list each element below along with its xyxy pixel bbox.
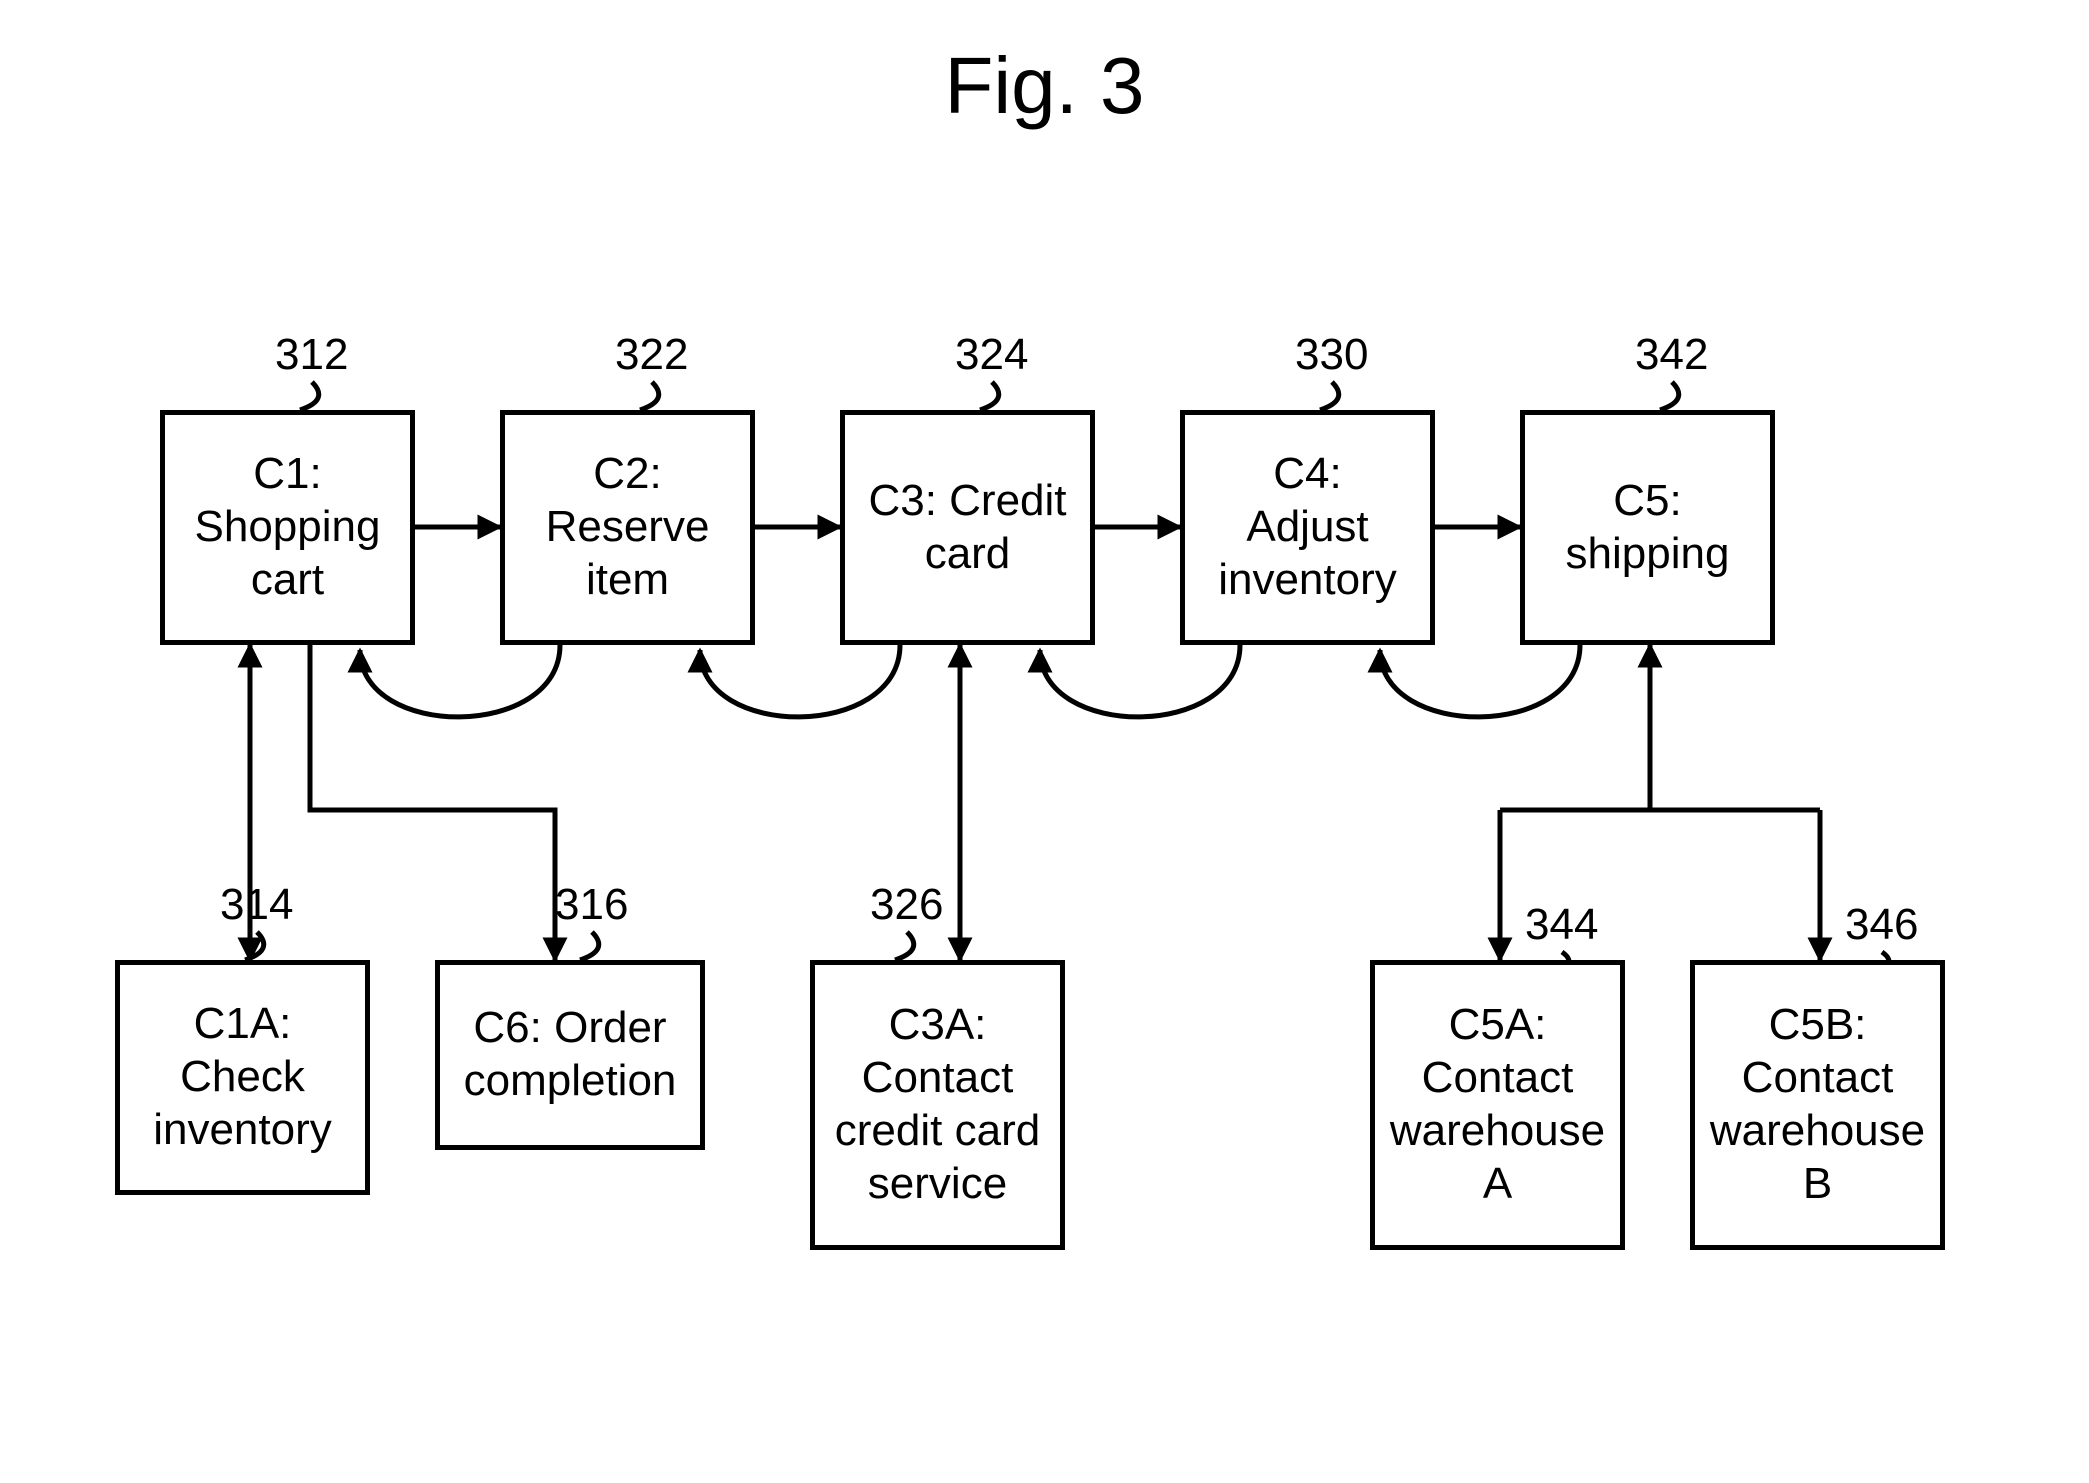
ref-314: 314: [220, 880, 293, 930]
ref-326: 326: [870, 880, 943, 930]
ref-346: 346: [1845, 900, 1918, 950]
ref-344: 344: [1525, 900, 1598, 950]
node-c5b: C5B: Contact warehouse B: [1690, 960, 1945, 1250]
node-c3: C3: Credit card: [840, 410, 1095, 645]
node-c1a: C1A: Check inventory: [115, 960, 370, 1195]
ref-324: 324: [955, 330, 1028, 380]
diagram-canvas: Fig. 3 C1: Shopping cart 312 C2: Reserve i…: [0, 0, 2089, 1483]
figure-title: Fig. 3: [0, 40, 2089, 132]
edge-overlay: [0, 0, 2089, 1483]
node-c4: C4: Adjust inventory: [1180, 410, 1435, 645]
node-c1: C1: Shopping cart: [160, 410, 415, 645]
node-c2: C2: Reserve item: [500, 410, 755, 645]
ref-312: 312: [275, 330, 348, 380]
ref-316: 316: [555, 880, 628, 930]
node-c3a: C3A: Contact credit card service: [810, 960, 1065, 1250]
ref-330: 330: [1295, 330, 1368, 380]
node-c5a: C5A: Contact warehouse A: [1370, 960, 1625, 1250]
node-c5: C5: shipping: [1520, 410, 1775, 645]
ref-322: 322: [615, 330, 688, 380]
ref-342: 342: [1635, 330, 1708, 380]
node-c6: C6: Order completion: [435, 960, 705, 1150]
